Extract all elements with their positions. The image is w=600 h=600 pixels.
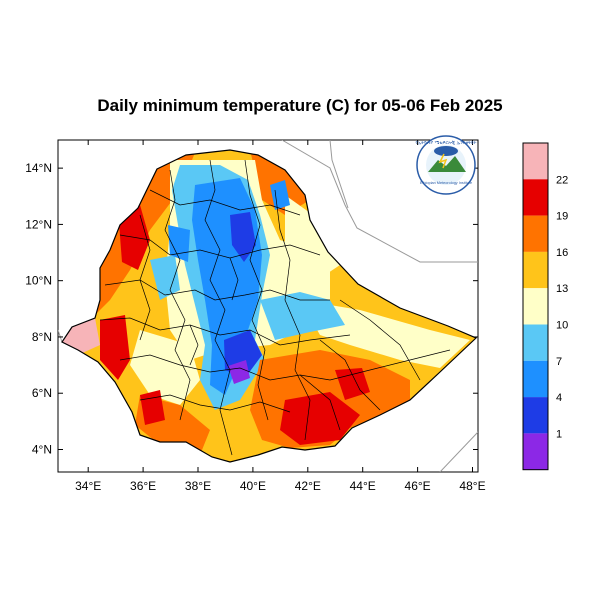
colorbar-label: 10 <box>556 320 568 332</box>
colorbar-segment <box>523 215 548 252</box>
x-tick-label: 40°E <box>240 479 266 493</box>
colorbar-label: 13 <box>556 283 568 295</box>
colorbar-label: 19 <box>556 211 568 223</box>
x-tick-label: 38°E <box>185 479 211 493</box>
eastern-mild-region <box>300 300 470 368</box>
cloud-icon <box>434 146 458 156</box>
y-axis: 14°N 12°N 10°N 8°N 6°N 4°N <box>25 161 478 456</box>
colorbar-label: 1 <box>556 428 562 440</box>
institute-logo: የኢትዮጵያ ሜቴዎሮሎጂ ኢንስቲትዩት Ethiopian Meteorol… <box>416 135 477 195</box>
colorbar-segment <box>523 324 548 361</box>
south-west-mild-region <box>130 330 200 405</box>
logo-inner <box>426 145 466 185</box>
eastern-hot-spot <box>335 368 370 400</box>
y-tick-label: 8°N <box>32 330 52 344</box>
colorbar-segment <box>523 433 548 470</box>
x-tick-label: 44°E <box>350 479 376 493</box>
colorbar-segment <box>523 179 548 216</box>
gambela-hottest-region <box>62 318 100 355</box>
colorbar-label: 7 <box>556 356 562 368</box>
east-central-cool-region <box>260 292 345 340</box>
eritrea-djibouti-border <box>281 140 478 263</box>
colorbar-label: 4 <box>556 392 562 404</box>
central-coldest-region <box>230 212 256 262</box>
map-title: Daily minimum temperature (C) for 05-06 … <box>97 96 503 115</box>
neighbour-borders <box>58 140 478 472</box>
y-tick-label: 14°N <box>25 161 52 175</box>
y-tick-label: 10°N <box>25 274 52 288</box>
x-tick-label: 48°E <box>459 479 485 493</box>
colorbar-segment <box>523 143 548 180</box>
somalia-coast-line <box>439 431 478 472</box>
x-tick-label: 46°E <box>405 479 431 493</box>
x-tick-label: 42°E <box>295 479 321 493</box>
y-tick-label: 4°N <box>32 442 52 456</box>
southern-hot-region <box>280 392 360 445</box>
sudan-border <box>58 329 63 343</box>
colorbar-segment <box>523 288 548 325</box>
logo-top-text: የኢትዮጵያ ሜቴዎሮሎጂ ኢንስቲትዩት <box>416 141 477 146</box>
colorbar-label: 22 <box>556 174 568 186</box>
zone-borders <box>99 159 451 456</box>
colorbar-frame <box>522 142 549 471</box>
northern-cold-pocket <box>270 180 290 210</box>
very-cold-spot <box>228 360 250 384</box>
colorbar-segment <box>523 251 548 289</box>
colorbar: 22 19 16 13 10 7 4 1 <box>522 142 568 471</box>
x-tick-label: 34°E <box>75 479 101 493</box>
lightning-icon <box>438 153 448 169</box>
western-border-hot-region <box>100 315 130 380</box>
colorbar-label: 16 <box>556 247 568 259</box>
y-tick-label: 6°N <box>32 386 52 400</box>
country-outline <box>61 149 478 463</box>
x-axis: 34°E 36°E 38°E 40°E 42°E 44°E 46°E 48°E <box>75 140 486 493</box>
x-tick-label: 36°E <box>130 479 156 493</box>
afar-mild-region <box>285 195 340 285</box>
logo-bottom-text: Ethiopian Meteorology Institute <box>420 181 472 185</box>
y-tick-label: 12°N <box>25 217 52 231</box>
western-cool-pocket <box>150 255 180 300</box>
mountain-icon <box>428 156 466 172</box>
colorbar-segment <box>523 360 548 398</box>
colorbar-segment <box>523 397 548 434</box>
coast-line <box>329 140 349 209</box>
